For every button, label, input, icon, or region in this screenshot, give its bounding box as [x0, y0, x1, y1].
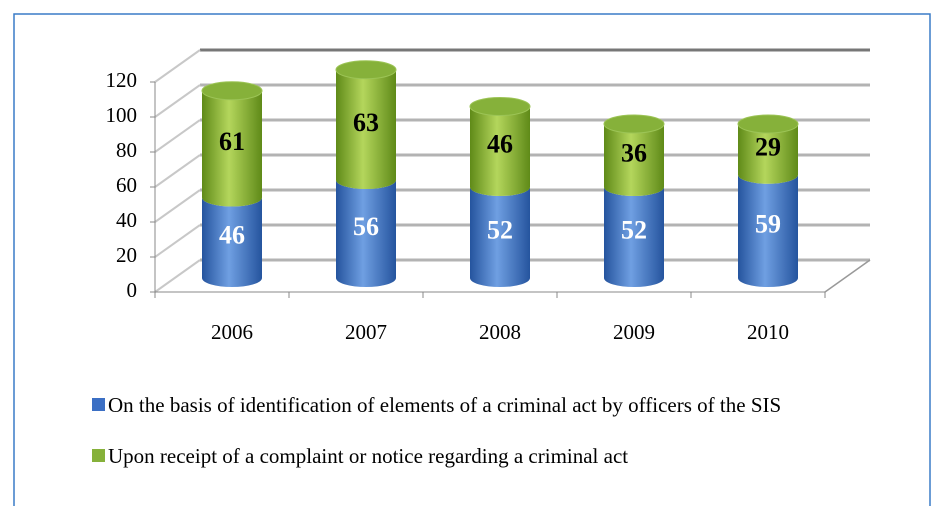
- bar-segment: [738, 174, 798, 287]
- legend-swatch: [92, 398, 105, 411]
- x-tick-label: 2006: [211, 320, 253, 344]
- x-tick-label: 2007: [345, 320, 387, 344]
- legend-item: Upon receipt of a complaint or notice re…: [92, 443, 812, 470]
- data-label: 63: [353, 108, 379, 137]
- bar-segment: [470, 106, 530, 196]
- data-label: 56: [353, 212, 379, 241]
- bar-segment: [336, 180, 396, 287]
- data-label: 61: [219, 127, 245, 156]
- y-tick-label: 0: [127, 278, 138, 302]
- bar-top: [201, 81, 263, 101]
- data-label: 36: [621, 138, 647, 167]
- data-label: 46: [219, 221, 245, 250]
- y-tick-label: 60: [116, 173, 137, 197]
- y-tick-label: 40: [116, 208, 137, 232]
- bar-segment: [202, 197, 262, 287]
- bar-segment: [604, 187, 664, 287]
- data-label: 59: [755, 209, 781, 238]
- data-label: 52: [621, 215, 647, 244]
- data-label: 46: [487, 130, 513, 159]
- grid-diagonal: [154, 119, 201, 153]
- x-tick-label: 2010: [747, 320, 789, 344]
- frame-border: [13, 13, 931, 506]
- legend-item: On the basis of identification of elemen…: [92, 392, 812, 419]
- legend-label: On the basis of identification of elemen…: [108, 393, 782, 417]
- legend-swatch: [92, 449, 105, 462]
- bar-segment: [738, 124, 798, 184]
- grid-diagonal: [154, 154, 201, 188]
- x-tick-label: 2008: [479, 320, 521, 344]
- grid-diagonal: [154, 259, 201, 293]
- y-tick-label: 80: [116, 138, 137, 162]
- y-tick-label: 100: [106, 103, 138, 127]
- bar-top: [469, 97, 531, 116]
- grid-diagonal: [154, 189, 201, 223]
- bar-segment: [470, 187, 530, 287]
- bar-top: [737, 114, 799, 134]
- bar-top: [603, 114, 665, 134]
- floor-right: [824, 259, 871, 293]
- grid-diagonal: [154, 224, 201, 258]
- legend-label: Upon receipt of a complaint or notice re…: [108, 444, 629, 468]
- data-label: 29: [755, 132, 781, 161]
- bar-segment: [336, 69, 396, 189]
- x-tick-label: 2009: [613, 320, 655, 344]
- grid-diagonal: [154, 84, 201, 118]
- y-tick-label: 20: [116, 243, 137, 267]
- bar-segment: [202, 90, 262, 207]
- y-tick-label: 120: [106, 68, 138, 92]
- bar-top: [335, 60, 397, 80]
- grid-diagonal: [154, 49, 201, 83]
- bar-segment: [604, 124, 664, 196]
- data-label: 52: [487, 215, 513, 244]
